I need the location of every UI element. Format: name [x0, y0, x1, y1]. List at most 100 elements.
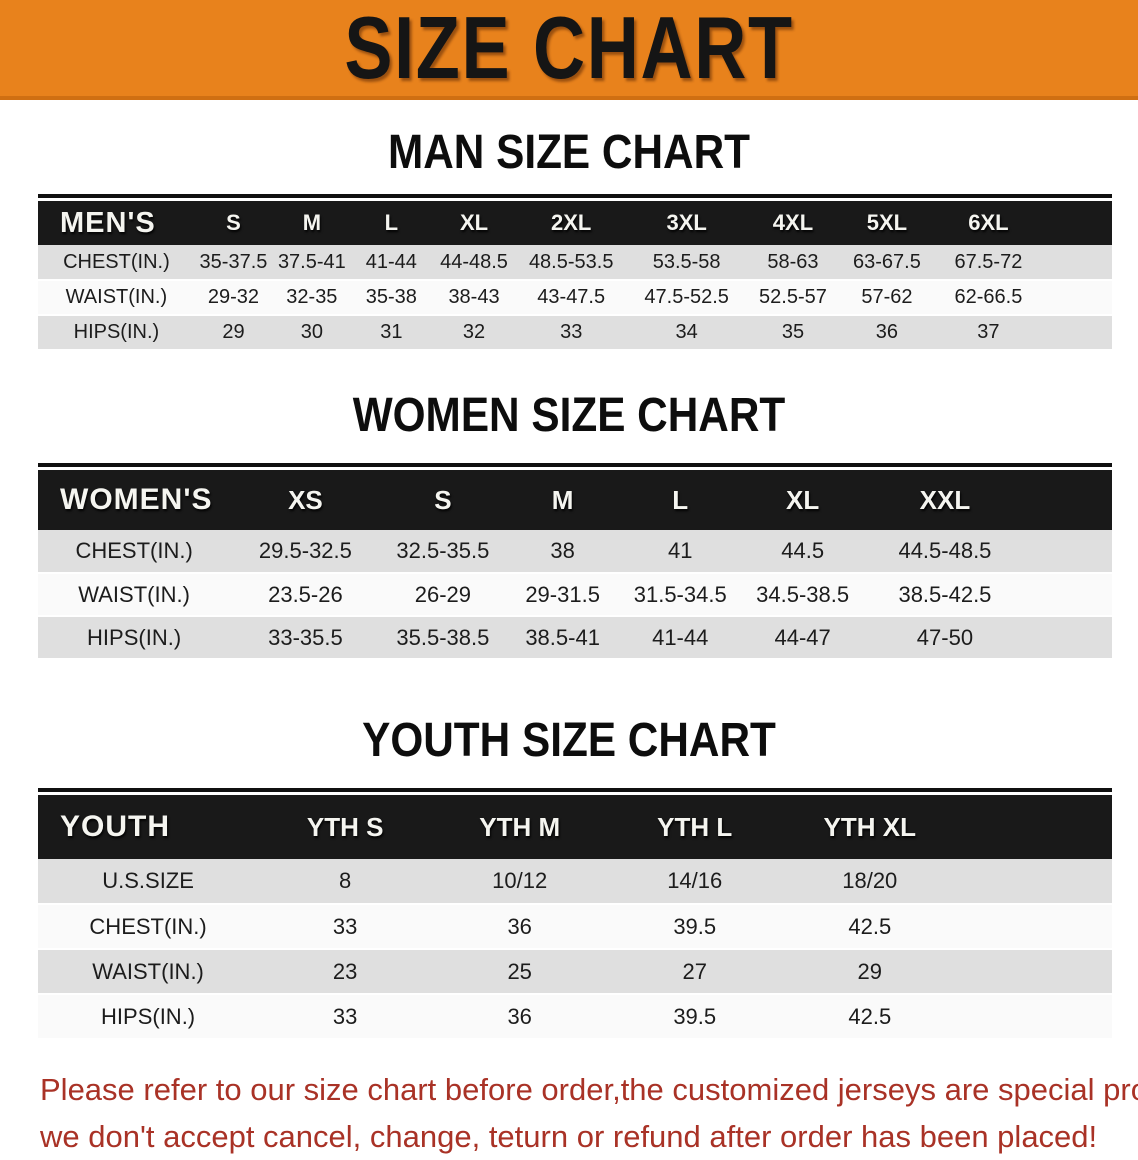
size-value: 33-35.5 — [230, 616, 381, 660]
size-value: 23.5-26 — [230, 573, 381, 617]
spacer-cell — [1041, 245, 1112, 281]
mens-table-wrap: MEN'S S M L XL 2XL 3XL 4XL 5XL 6XL CHEST(IN.) 35-37… — [38, 194, 1112, 351]
footer-notice: Please refer to our size chart before or… — [40, 1066, 1138, 1160]
size-value: 44.5 — [740, 530, 865, 574]
size-value: 47.5-52.5 — [625, 280, 748, 316]
size-value: 52.5-57 — [747, 280, 839, 316]
measurement-row: HIPS(IN.) 33 36 39.5 42.5 — [38, 994, 1112, 1040]
size-column-header: YTH M — [432, 795, 608, 859]
size-value: 39.5 — [607, 994, 783, 1040]
size-value: 44-48.5 — [431, 245, 517, 281]
size-value: 10/12 — [432, 859, 608, 905]
youth-section: YOUTH SIZE CHART YOUTH YTH S YTH M YTH L YTH… — [0, 712, 1138, 1040]
size-value: 33 — [258, 904, 433, 950]
size-value: 32.5-35.5 — [380, 530, 506, 574]
size-column-header: XS — [230, 470, 381, 530]
size-column-header: YTH L — [607, 795, 783, 859]
measurement-row: CHEST(IN.) 35-37.5 37.5-41 41-44 44-48.5 48.5… — [38, 245, 1112, 281]
spacer-cell — [1024, 470, 1112, 530]
size-value: 32 — [431, 315, 517, 351]
size-column-header: XL — [431, 201, 517, 245]
size-value: 18/20 — [782, 859, 958, 905]
measurement-row: WAIST(IN.) 29-32 32-35 35-38 38-43 43-47.5 47.… — [38, 280, 1112, 316]
size-value: 32-35 — [272, 280, 352, 316]
size-value: 44-47 — [740, 616, 865, 660]
youth-section-heading: YOUTH SIZE CHART — [362, 711, 776, 767]
size-column-header: YTH S — [258, 795, 433, 859]
table-header-row: WOMEN'S XS S M L XL XXL — [38, 470, 1112, 530]
size-value: 30 — [272, 315, 352, 351]
size-value: 38.5-41 — [505, 616, 621, 660]
spacer-cell — [1024, 573, 1112, 617]
spacer-cell — [957, 859, 1112, 905]
size-value: 57-62 — [838, 280, 936, 316]
size-column-header: S — [380, 470, 506, 530]
banner: SIZE CHART — [0, 0, 1138, 100]
size-value: 34.5-38.5 — [740, 573, 865, 617]
size-value: 29-31.5 — [505, 573, 621, 617]
size-value: 41-44 — [351, 245, 432, 281]
size-value: 38-43 — [431, 280, 517, 316]
row-label: WAIST(IN.) — [38, 280, 195, 316]
womens-table-wrap: WOMEN'S XS S M L XL XXL CHEST(IN.) 29.5-32.5 32.5… — [38, 463, 1112, 660]
size-value: 63-67.5 — [838, 245, 936, 281]
size-column-header: YTH XL — [782, 795, 958, 859]
size-value: 37.5-41 — [272, 245, 352, 281]
mens-size-table: MEN'S S M L XL 2XL 3XL 4XL 5XL 6XL CHEST(IN.) 35-37… — [38, 201, 1112, 351]
size-value: 29-32 — [194, 280, 273, 316]
size-value: 38.5-42.5 — [864, 573, 1025, 617]
size-value: 34 — [625, 315, 748, 351]
row-label: HIPS(IN.) — [38, 616, 231, 660]
size-value: 23 — [258, 949, 433, 995]
size-column-header: M — [505, 470, 621, 530]
size-value: 36 — [838, 315, 936, 351]
size-value: 41-44 — [620, 616, 741, 660]
banner-title: SIZE CHART — [344, 0, 794, 97]
table-header-row: YOUTH YTH S YTH M YTH L YTH XL — [38, 795, 1112, 859]
size-column-header: L — [620, 470, 741, 530]
size-column-header: 2XL — [516, 201, 626, 245]
size-value: 62-66.5 — [935, 280, 1042, 316]
row-label: WAIST(IN.) — [38, 949, 259, 995]
youth-table-wrap: YOUTH YTH S YTH M YTH L YTH XL U.S.SIZE 8 10/12… — [38, 788, 1112, 1040]
size-value: 31.5-34.5 — [620, 573, 741, 617]
measurement-row: CHEST(IN.) 33 36 39.5 42.5 — [38, 904, 1112, 950]
row-label: U.S.SIZE — [38, 859, 259, 905]
row-label: CHEST(IN.) — [38, 530, 231, 574]
table-group-label: WOMEN'S — [38, 470, 231, 530]
spacer-cell — [957, 795, 1112, 859]
row-label: CHEST(IN.) — [38, 904, 259, 950]
size-value: 29.5-32.5 — [230, 530, 381, 574]
size-value: 36 — [432, 904, 608, 950]
measurement-row: WAIST(IN.) 23 25 27 29 — [38, 949, 1112, 995]
size-value: 43-47.5 — [516, 280, 626, 316]
size-value: 41 — [620, 530, 741, 574]
size-value: 33 — [516, 315, 626, 351]
size-value: 27 — [607, 949, 783, 995]
spacer-cell — [957, 994, 1112, 1040]
size-value: 58-63 — [747, 245, 839, 281]
youth-size-table: YOUTH YTH S YTH M YTH L YTH XL U.S.SIZE 8 10/12… — [38, 795, 1112, 1040]
notice-line-2: we don't accept cancel, change, teturn o… — [40, 1119, 1098, 1154]
size-value: 42.5 — [782, 904, 958, 950]
size-value: 35.5-38.5 — [380, 616, 506, 660]
row-label: HIPS(IN.) — [38, 315, 195, 351]
row-label: CHEST(IN.) — [38, 245, 195, 281]
womens-section: WOMEN SIZE CHART WOMEN'S XS S M L XL XXL CHEST(… — [0, 387, 1138, 660]
size-value: 33 — [258, 994, 433, 1040]
size-value: 14/16 — [607, 859, 783, 905]
size-value: 31 — [351, 315, 432, 351]
size-value: 35-37.5 — [194, 245, 273, 281]
size-value: 67.5-72 — [935, 245, 1042, 281]
size-value: 35-38 — [351, 280, 432, 316]
size-column-header: 5XL — [838, 201, 936, 245]
measurement-row: U.S.SIZE 8 10/12 14/16 18/20 — [38, 859, 1112, 905]
spacer-cell — [1024, 530, 1112, 574]
spacer-cell — [1041, 280, 1112, 316]
table-group-label: MEN'S — [38, 201, 195, 245]
size-column-header: XL — [740, 470, 865, 530]
size-column-header: XXL — [864, 470, 1025, 530]
table-group-label: YOUTH — [38, 795, 259, 859]
notice-line-1: Please refer to our size chart before or… — [40, 1072, 1138, 1107]
